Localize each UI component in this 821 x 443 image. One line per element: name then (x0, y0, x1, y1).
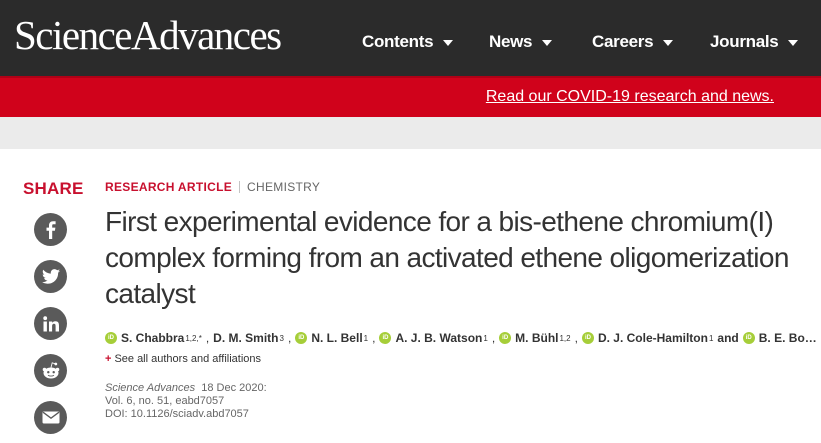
nav-careers-label: Careers (592, 32, 654, 51)
orcid-icon[interactable]: iD (581, 332, 594, 344)
separator: , (574, 331, 578, 345)
nav-contents[interactable]: Contents (362, 30, 454, 54)
twitter-icon (41, 269, 60, 284)
author-name: D. J. Cole-Hamilton (597, 331, 708, 345)
divider (239, 181, 241, 193)
share-twitter-button[interactable] (34, 260, 67, 293)
share-email-button[interactable] (34, 401, 67, 434)
author-name: M. Bühl (515, 331, 559, 345)
reddit-icon (42, 361, 59, 378)
orcid-icon[interactable]: iD (105, 332, 117, 344)
plus-icon: + (105, 353, 112, 365)
share-label: SHARE (23, 179, 84, 198)
citation-volume: Vol. 6, no. 51, eabd7057 (105, 395, 225, 407)
nav-careers[interactable]: Careers (592, 30, 674, 54)
author-affiliation: 3 (279, 333, 284, 343)
orcid-icon[interactable]: iD (295, 332, 308, 344)
share-facebook-button[interactable] (34, 213, 67, 246)
separator: , (205, 331, 210, 345)
author-item[interactable]: iD S. Chabbra 1,2,* (105, 331, 202, 345)
and-label: and (717, 331, 739, 345)
chevron-down-icon (542, 40, 553, 46)
site-logo[interactable]: ScienceAdvances (14, 12, 282, 58)
separator: , (491, 331, 496, 345)
orcid-icon[interactable]: iD (499, 332, 512, 344)
see-all-label: See all authors and affiliations (114, 353, 261, 365)
facebook-icon (46, 220, 56, 239)
nav-news-label: News (489, 32, 533, 51)
author-name: S. Chabbra (121, 331, 185, 345)
article-title: First experimental evidence for a bis-et… (105, 206, 789, 309)
author-affiliation: 1,2,* (185, 333, 202, 343)
author-item[interactable]: iD D. J. Cole-Hamilton 1 (581, 331, 714, 345)
nav-journals[interactable]: Journals (710, 30, 799, 54)
author-item[interactable]: iD N. L. Bell 1 (295, 331, 368, 345)
see-all-authors-link[interactable]: + See all authors and affiliations (105, 353, 261, 365)
author-item[interactable]: iD A. J. B. Watson 1 (379, 331, 488, 345)
covid-research-link[interactable]: Read our COVID-19 research and news. (485, 88, 774, 105)
article-type-line: RESEARCH ARTICLE CHEMISTRY (105, 180, 320, 194)
article-subject[interactable]: CHEMISTRY (247, 180, 321, 194)
nav-journals-label: Journals (710, 32, 779, 51)
citation-block: Science Advances 18 Dec 2020: Vol. 6, no… (105, 382, 267, 421)
ad-band (0, 117, 821, 149)
author-affiliation: 1,2 (559, 333, 571, 343)
citation-journal-line: Science Advances 18 Dec 2020: (105, 382, 267, 395)
author-name: A. J. B. Watson (395, 331, 483, 345)
author-list: iD S. Chabbra 1,2,* , D. M. Smith 3 , iD N… (105, 331, 821, 345)
share-reddit-button[interactable] (34, 354, 67, 387)
author-affiliation: 1 (483, 333, 488, 343)
linkedin-icon (42, 315, 59, 331)
author-item[interactable]: iD M. Bühl 1,2 (499, 331, 571, 345)
separator: , (372, 331, 376, 345)
article-type: RESEARCH ARTICLE (105, 180, 233, 194)
author-affiliation: 1 (708, 333, 714, 343)
author-item[interactable]: iD B. E. Bo… (742, 331, 817, 345)
site-header: ScienceAdvances Contents News Careers Jo… (0, 0, 821, 76)
separator: , (287, 331, 292, 345)
author-name: D. M. Smith (213, 331, 279, 345)
share-linkedin-button[interactable] (34, 307, 67, 340)
chevron-down-icon (663, 40, 674, 46)
chevron-down-icon (788, 40, 799, 46)
citation-doi: DOI: 10.1126/sciadv.abd7057 (105, 408, 249, 420)
nav-news[interactable]: News (489, 30, 553, 54)
covid-banner: Read our COVID-19 research and news. (0, 76, 821, 117)
author-item[interactable]: D. M. Smith 3 (213, 331, 284, 345)
author-name: N. L. Bell (311, 331, 363, 345)
nav-contents-label: Contents (362, 32, 434, 51)
author-name: B. E. Bo… (758, 331, 817, 345)
citation-journal: Science Advances (105, 382, 196, 394)
chevron-down-icon (443, 40, 454, 46)
email-icon (42, 411, 59, 424)
author-affiliation: 1 (363, 333, 369, 343)
orcid-icon[interactable]: iD (742, 332, 755, 344)
orcid-icon[interactable]: iD (379, 332, 392, 344)
citation-date: 18 Dec 2020: (201, 382, 267, 394)
